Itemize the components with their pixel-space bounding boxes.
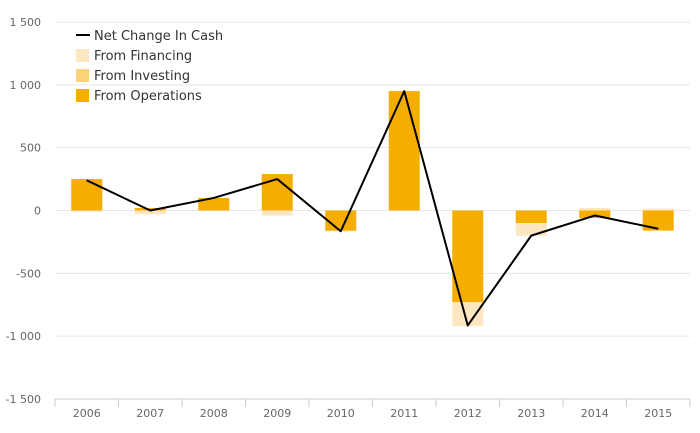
bar-from-financing	[261, 210, 293, 216]
x-tick-label: 2010	[327, 407, 355, 420]
x-tick-label: 2007	[136, 407, 164, 420]
legend-label: Net Change In Cash	[94, 29, 223, 44]
legend-label: From Operations	[94, 89, 202, 104]
bar-from-financing	[642, 208, 674, 211]
bar-from-operations	[134, 207, 166, 211]
bar-from-financing	[515, 223, 547, 236]
bar-from-operations	[71, 179, 103, 211]
y-tick-label: 500	[20, 142, 41, 155]
y-tick-label: 1 500	[10, 16, 42, 29]
y-tick-label: -500	[16, 267, 41, 280]
x-tick-label: 2014	[581, 407, 609, 420]
x-tick-label: 2015	[644, 407, 672, 420]
x-tick-label: 2011	[390, 407, 418, 420]
y-tick-label: 1 000	[10, 79, 42, 92]
bar-from-operations	[325, 210, 357, 231]
net-change-line	[86, 90, 659, 327]
bar-from-operations	[515, 210, 547, 224]
bar-from-financing	[452, 302, 484, 327]
legend-label: From Investing	[94, 69, 190, 84]
x-tick-label: 2008	[200, 407, 228, 420]
legend-swatch	[76, 69, 89, 82]
bar-from-financing	[71, 210, 103, 212]
y-tick-label: -1 000	[6, 330, 41, 343]
x-tick-label: 2013	[517, 407, 545, 420]
y-tick-label: 0	[34, 205, 41, 218]
legend-label: From Financing	[94, 49, 192, 64]
bar-from-financing	[134, 210, 166, 215]
bar-from-operations	[198, 197, 230, 211]
bar-from-operations	[388, 91, 420, 211]
legend-swatch	[76, 49, 89, 62]
y-tick-label: -1 500	[6, 393, 41, 406]
bar-from-financing	[579, 207, 611, 211]
x-tick-label: 2012	[454, 407, 482, 420]
bar-from-operations	[579, 210, 611, 219]
x-tick-label: 2009	[263, 407, 291, 420]
legend-swatch	[76, 89, 89, 102]
bar-from-operations	[642, 210, 674, 231]
x-tick-label: 2006	[73, 407, 101, 420]
